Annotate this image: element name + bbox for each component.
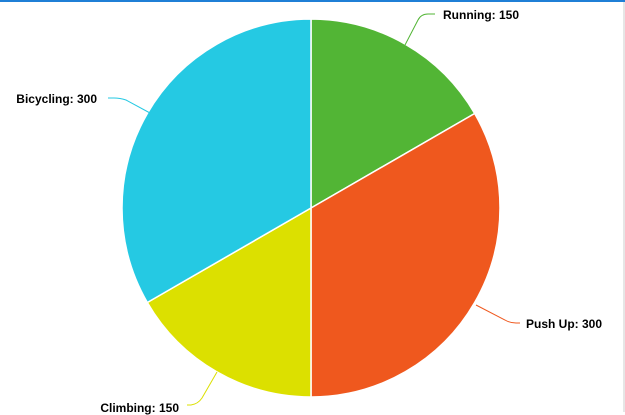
connector-bicycling — [108, 97, 151, 114]
data-label-climbing: Climbing: 150 — [100, 401, 179, 415]
data-labels: Running: 150 Push Up: 300 Climbing: 150 … — [16, 8, 602, 415]
pie-slice-push-up[interactable] — [310, 112, 501, 398]
pie-slices — [121, 18, 501, 398]
top-border — [0, 0, 625, 2]
connector-running — [404, 13, 435, 46]
data-label-push-up: Push Up: 300 — [526, 317, 602, 331]
data-label-running: Running: 150 — [443, 8, 519, 22]
pie-slice-bicycling[interactable] — [121, 18, 312, 304]
label-connectors — [108, 13, 520, 406]
right-border — [623, 2, 625, 412]
pie-slice-climbing[interactable] — [146, 206, 312, 398]
connector-climbing — [187, 371, 218, 406]
connector-push-up — [475, 304, 520, 324]
data-label-bicycling: Bicycling: 300 — [16, 92, 97, 106]
